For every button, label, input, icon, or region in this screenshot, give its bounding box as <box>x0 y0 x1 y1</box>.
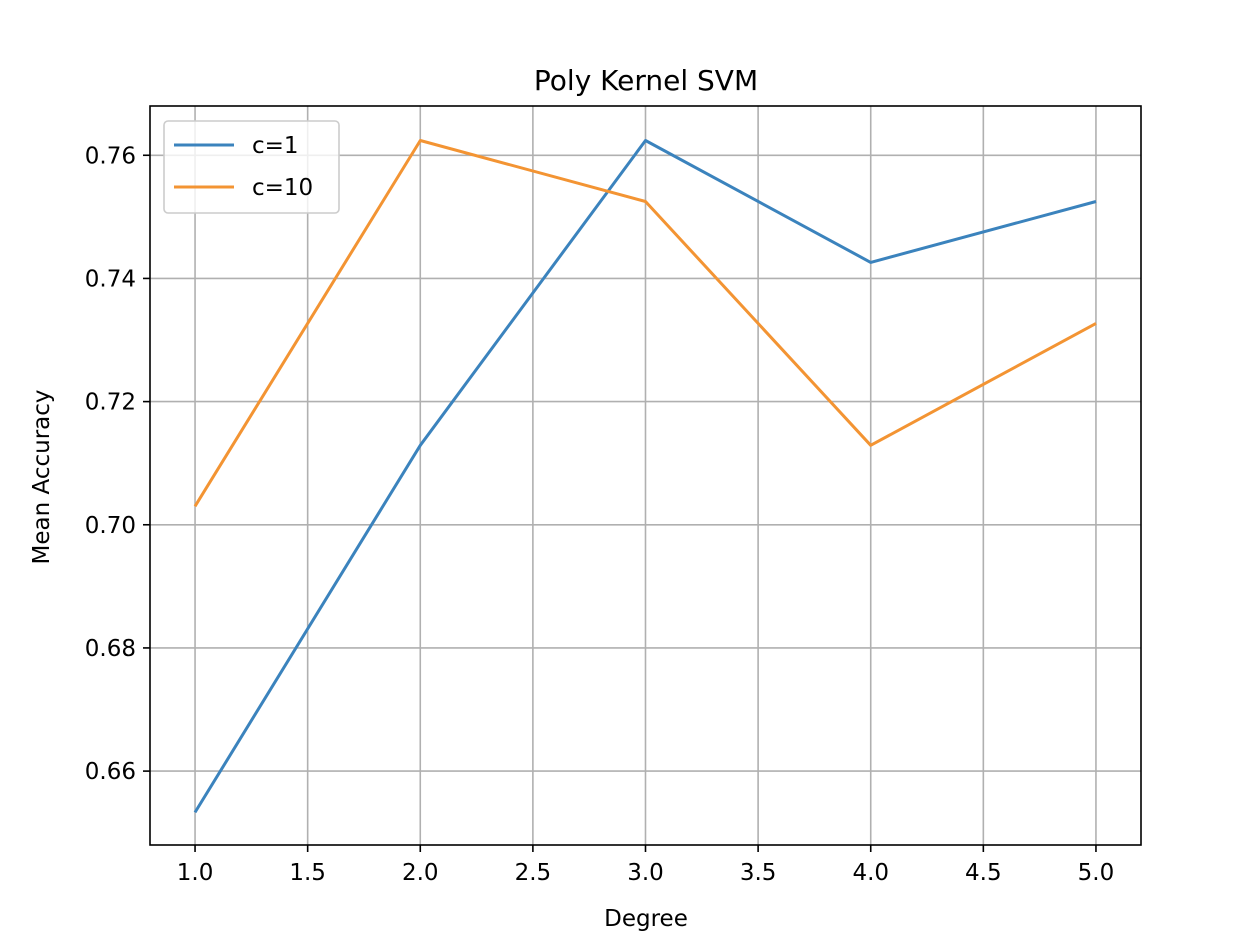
y-axis-ticks: 0.66 0.68 0.70 0.72 0.74 0.76 <box>85 143 150 785</box>
legend-label-2: c=10 <box>252 175 313 201</box>
x-tick-label: 3.0 <box>627 860 664 886</box>
grid <box>150 106 1141 845</box>
x-tick-label: 2.5 <box>515 860 552 886</box>
y-axis-label: Mean Accuracy <box>29 390 55 565</box>
legend-label-1: c=1 <box>252 133 299 159</box>
y-tick-label: 0.74 <box>85 266 136 292</box>
series-line-1 <box>193 139 1097 814</box>
y-tick-label: 0.76 <box>85 143 136 169</box>
chart-title: Poly Kernel SVM <box>534 64 758 97</box>
plot-lines <box>193 139 1097 814</box>
y-tick-label: 0.68 <box>85 636 136 662</box>
y-tick-label: 0.70 <box>85 513 136 539</box>
x-tick-label: 4.0 <box>852 860 889 886</box>
series-line-2 <box>193 139 1097 508</box>
x-axis-ticks: 1.0 1.5 2.0 2.5 3.0 3.5 4.0 4.5 5.0 <box>177 845 1114 886</box>
x-tick-label: 5.0 <box>1078 860 1115 886</box>
x-tick-label: 2.0 <box>402 860 439 886</box>
x-tick-label: 3.5 <box>740 860 777 886</box>
x-tick-label: 1.0 <box>177 860 214 886</box>
x-tick-label: 4.5 <box>965 860 1002 886</box>
x-axis-label: Degree <box>604 906 688 932</box>
y-tick-label: 0.72 <box>85 390 136 416</box>
legend: c=1 c=10 <box>163 120 340 214</box>
y-tick-label: 0.66 <box>85 759 136 785</box>
x-tick-label: 1.5 <box>289 860 326 886</box>
